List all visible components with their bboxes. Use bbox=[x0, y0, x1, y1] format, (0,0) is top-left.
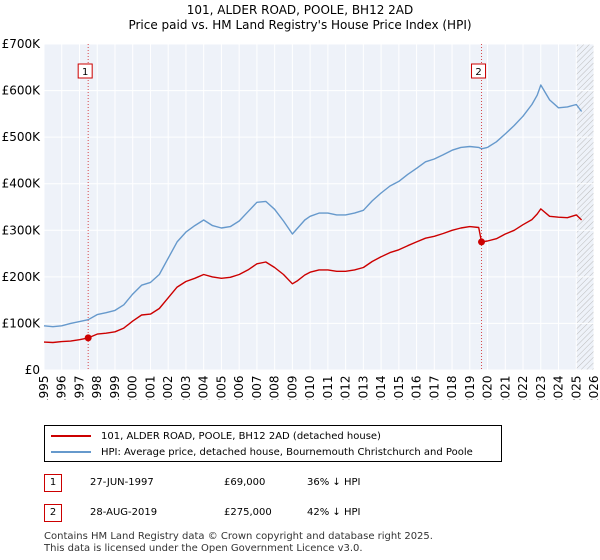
sale-date: 28-AUG-2019 bbox=[90, 507, 158, 518]
sale-price: £275,000 bbox=[224, 507, 272, 518]
sale-number-badge: 1 bbox=[44, 474, 62, 492]
price-paid-line bbox=[43, 208, 583, 344]
x-tick-label: 2000 bbox=[126, 375, 140, 400]
y-tick-label: £200K bbox=[2, 270, 42, 284]
sale-point bbox=[84, 334, 92, 342]
x-tick-label: 2009 bbox=[285, 375, 299, 400]
x-tick-label: 2002 bbox=[161, 375, 175, 400]
x-tick-label: 1996 bbox=[55, 375, 69, 400]
x-tick-label: 2014 bbox=[374, 375, 388, 400]
x-tick-label: 2018 bbox=[445, 375, 459, 400]
sale-price: £69,000 bbox=[224, 477, 266, 488]
y-tick-label: £500K bbox=[2, 130, 42, 144]
y-tick-label: £600K bbox=[2, 84, 42, 98]
legend-label-red: 101, ALDER ROAD, POOLE, BH12 2AD (detach… bbox=[101, 430, 381, 442]
footer-licence: This data is licensed under the Open Gov… bbox=[44, 543, 363, 554]
y-tick-label: £0 bbox=[25, 363, 40, 377]
sale-date: 27-JUN-1997 bbox=[90, 477, 154, 488]
x-tick-label: 2011 bbox=[321, 375, 335, 400]
footer-copyright: Contains HM Land Registry data © Crown c… bbox=[44, 531, 433, 542]
x-tick-label: 2005 bbox=[214, 375, 228, 400]
x-tick-label: 2016 bbox=[410, 375, 424, 400]
x-tick-label: 2023 bbox=[534, 375, 548, 400]
hpi-line bbox=[43, 84, 583, 328]
x-tick-label: 2020 bbox=[481, 375, 495, 400]
sale-hpi-diff: 42% ↓ HPI bbox=[307, 507, 361, 518]
x-tick-label: 2010 bbox=[303, 375, 317, 400]
x-tick-label: 2008 bbox=[268, 375, 282, 400]
legend-swatch-red bbox=[51, 435, 91, 437]
sale-label: 2 bbox=[475, 67, 481, 78]
x-tick-label: 2006 bbox=[232, 375, 246, 400]
x-tick-label: 2015 bbox=[392, 375, 406, 400]
sale-label-box bbox=[471, 63, 487, 79]
x-tick-label: 2013 bbox=[356, 375, 370, 400]
x-tick-label: 1995 bbox=[37, 375, 51, 400]
sale-point bbox=[478, 238, 486, 246]
x-tick-label: 2012 bbox=[339, 375, 353, 400]
x-tick-label: 1998 bbox=[90, 375, 104, 400]
x-tick-label: 2022 bbox=[516, 375, 530, 400]
y-tick-label: £700K bbox=[2, 37, 42, 51]
legend-item-red: 101, ALDER ROAD, POOLE, BH12 2AD (detach… bbox=[51, 429, 381, 443]
sale-label: 1 bbox=[82, 67, 88, 78]
sale-number-badge: 2 bbox=[44, 504, 62, 522]
price-chart: 1 2 £0 £100K £200K £300K £400K £500K £600K £700K 1… bbox=[2, 37, 600, 400]
x-tick-label: 1997 bbox=[72, 375, 86, 400]
y-tick-label: £300K bbox=[2, 223, 42, 237]
x-tick-label: 2025 bbox=[569, 375, 583, 400]
x-tick-label: 2017 bbox=[427, 375, 441, 400]
chart-subtitle: Price paid vs. HM Land Registry's House … bbox=[128, 18, 472, 32]
x-tick-label: 2019 bbox=[463, 375, 477, 400]
sale-hpi-diff: 36% ↓ HPI bbox=[307, 477, 361, 488]
x-tick-label: 2024 bbox=[552, 375, 566, 400]
legend: 101, ALDER ROAD, POOLE, BH12 2AD (detach… bbox=[44, 425, 502, 462]
x-tick-label: 2004 bbox=[197, 375, 211, 400]
chart-title: 101, ALDER ROAD, POOLE, BH12 2AD bbox=[186, 3, 414, 17]
plot-area bbox=[44, 44, 594, 370]
sale-label-box bbox=[77, 63, 93, 79]
forecast-hatch bbox=[576, 44, 594, 370]
legend-item-blue: HPI: Average price, detached house, Bour… bbox=[51, 445, 473, 459]
x-tick-label: 2001 bbox=[143, 375, 157, 400]
legend-label-blue: HPI: Average price, detached house, Bour… bbox=[101, 446, 473, 458]
x-tick-label: 2003 bbox=[179, 375, 193, 400]
legend-swatch-blue bbox=[51, 451, 91, 453]
y-tick-label: £100K bbox=[2, 316, 42, 330]
x-tick-label: 2021 bbox=[498, 375, 512, 400]
x-tick-label: 2007 bbox=[250, 375, 264, 400]
x-tick-label: 1999 bbox=[108, 375, 122, 400]
x-tick-label: 2026 bbox=[587, 375, 600, 400]
y-tick-label: £400K bbox=[2, 177, 42, 191]
